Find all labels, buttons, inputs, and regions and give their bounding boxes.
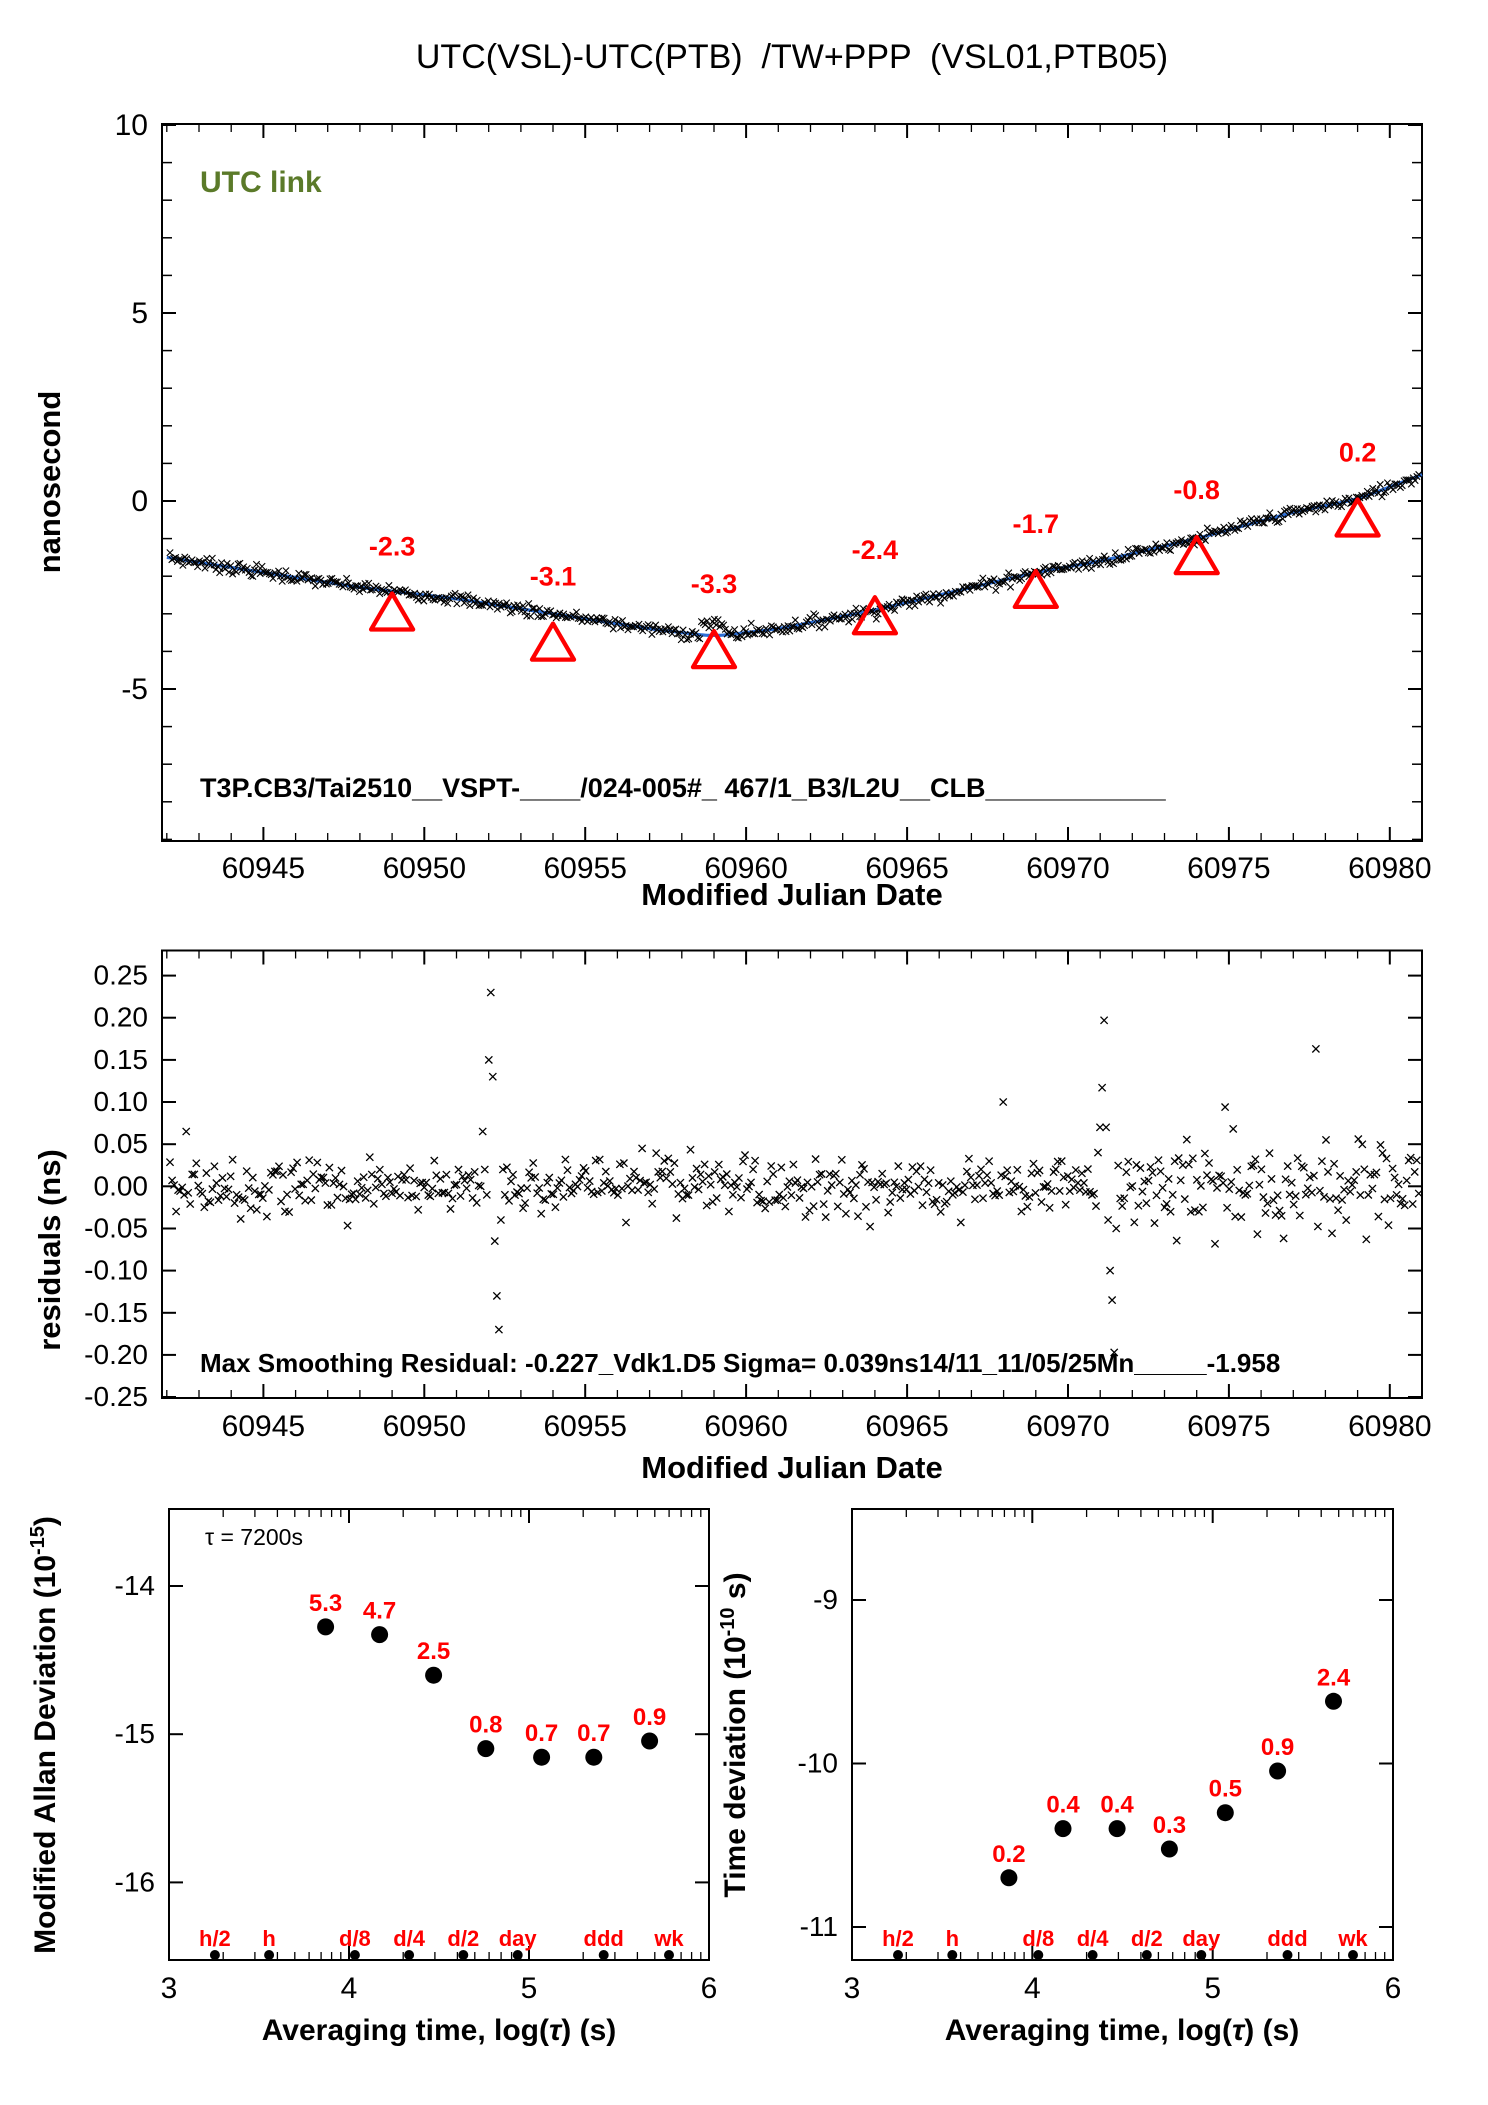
svg-text:Modified Allan Deviation (10-1: Modified Allan Deviation (10-15) (27, 1516, 62, 1954)
svg-text:ddd: ddd (1267, 1926, 1307, 1951)
svg-text:60955: 60955 (543, 1410, 626, 1443)
svg-text:4: 4 (1024, 1972, 1041, 2005)
svg-text:0.4: 0.4 (1100, 1792, 1134, 1819)
svg-text:60955: 60955 (543, 852, 626, 885)
svg-text:0.5: 0.5 (1209, 1776, 1242, 1803)
svg-text:0.2: 0.2 (1339, 438, 1377, 468)
svg-text:60980: 60980 (1348, 1410, 1431, 1443)
svg-text:3: 3 (161, 1972, 178, 2005)
svg-text:-0.8: -0.8 (1173, 475, 1220, 505)
svg-text:2.4: 2.4 (1317, 1664, 1351, 1691)
svg-text:4: 4 (341, 1972, 358, 2005)
svg-text:60970: 60970 (1026, 852, 1109, 885)
svg-text:d/2: d/2 (447, 1926, 479, 1951)
svg-text:0.05: 0.05 (94, 1128, 149, 1159)
svg-text:nanosecond: nanosecond (32, 391, 67, 574)
svg-text:-14: -14 (115, 1570, 155, 1601)
svg-text:Modified Julian Date: Modified Julian Date (641, 1450, 942, 1485)
svg-text:60950: 60950 (383, 1410, 466, 1443)
svg-text:60975: 60975 (1187, 852, 1270, 885)
svg-text:5: 5 (521, 1972, 538, 2005)
svg-text:5: 5 (131, 297, 148, 330)
svg-text:-3.1: -3.1 (530, 562, 577, 592)
svg-text:5: 5 (1204, 1972, 1221, 2005)
svg-text:2.5: 2.5 (417, 1638, 450, 1665)
svg-text:residuals (ns): residuals (ns) (32, 1149, 67, 1351)
svg-text:Averaging time, log(τ) (s): Averaging time, log(τ) (s) (945, 2014, 1300, 2047)
svg-text:d/2: d/2 (1131, 1926, 1163, 1951)
svg-text:d/4: d/4 (1077, 1926, 1110, 1951)
svg-text:-0.05: -0.05 (84, 1213, 148, 1244)
svg-text:60980: 60980 (1348, 852, 1431, 885)
svg-text:h/2: h/2 (882, 1926, 914, 1951)
svg-text:-0.15: -0.15 (84, 1297, 148, 1328)
svg-text:-16: -16 (115, 1866, 155, 1897)
svg-text:-0.25: -0.25 (84, 1381, 148, 1412)
svg-text:h: h (946, 1926, 959, 1951)
svg-text:UTC link: UTC link (200, 166, 322, 199)
svg-text:Averaging time, log(τ) (s): Averaging time, log(τ) (s) (262, 2014, 617, 2047)
svg-text:-0.10: -0.10 (84, 1255, 148, 1286)
svg-text:d/8: d/8 (1022, 1926, 1054, 1951)
svg-text:0: 0 (131, 485, 148, 518)
svg-text:-0.20: -0.20 (84, 1339, 148, 1370)
svg-text:0.00: 0.00 (94, 1170, 149, 1201)
svg-text:60960: 60960 (704, 852, 787, 885)
svg-text:h: h (262, 1926, 275, 1951)
svg-text:-2.4: -2.4 (852, 535, 899, 565)
svg-text:τ = 7200s: τ = 7200s (205, 1524, 303, 1550)
svg-text:60965: 60965 (865, 1410, 948, 1443)
svg-text:0.25: 0.25 (94, 960, 149, 991)
svg-text:ddd: ddd (584, 1926, 624, 1951)
svg-text:-9: -9 (813, 1584, 838, 1615)
svg-text:-10: -10 (798, 1748, 838, 1779)
svg-text:0.15: 0.15 (94, 1044, 149, 1075)
svg-text:10: 10 (115, 109, 148, 142)
svg-text:d/8: d/8 (339, 1926, 371, 1951)
svg-text:60950: 60950 (383, 852, 466, 885)
svg-text:0.3: 0.3 (1153, 1812, 1186, 1839)
svg-text:wk: wk (1337, 1926, 1368, 1951)
svg-text:3: 3 (844, 1972, 861, 2005)
svg-text:5.3: 5.3 (309, 1590, 342, 1617)
svg-text:Max Smoothing Residual: -0.227: Max Smoothing Residual: -0.227_Vdk1.D5 S… (200, 1348, 1280, 1378)
svg-text:0.4: 0.4 (1046, 1792, 1080, 1819)
svg-text:wk: wk (653, 1926, 684, 1951)
svg-text:-2.3: -2.3 (369, 532, 416, 562)
svg-text:60945: 60945 (222, 852, 305, 885)
svg-text:0.2: 0.2 (992, 1841, 1025, 1868)
svg-text:0.8: 0.8 (469, 1712, 502, 1739)
svg-text:day: day (499, 1926, 538, 1951)
svg-text:day: day (1182, 1926, 1221, 1951)
svg-text:60975: 60975 (1187, 1410, 1270, 1443)
svg-text:-15: -15 (115, 1718, 155, 1749)
svg-text:60970: 60970 (1026, 1410, 1109, 1443)
svg-text:-3.3: -3.3 (691, 569, 738, 599)
svg-text:T3P.CB3/Tai2510__VSPT-____/024: T3P.CB3/Tai2510__VSPT-____/024-005#_ 467… (200, 773, 1167, 803)
svg-text:4.7: 4.7 (363, 1598, 396, 1625)
svg-text:0.10: 0.10 (94, 1086, 149, 1117)
svg-text:UTC(VSL)-UTC(PTB) /TW+PPP (V: UTC(VSL)-UTC(PTB) /TW+PPP (VSL01,PTB05) (416, 38, 1168, 76)
svg-text:-11: -11 (800, 1911, 838, 1942)
svg-text:6: 6 (701, 1972, 718, 2005)
svg-text:0.9: 0.9 (1261, 1734, 1294, 1761)
svg-text:6: 6 (1385, 1972, 1402, 2005)
svg-text:0.9: 0.9 (633, 1704, 666, 1731)
svg-text:60965: 60965 (865, 852, 948, 885)
svg-text:0.20: 0.20 (94, 1002, 149, 1033)
svg-text:0.7: 0.7 (577, 1720, 610, 1747)
svg-text:d/4: d/4 (393, 1926, 426, 1951)
svg-text:-5: -5 (121, 673, 148, 706)
svg-text:0.7: 0.7 (525, 1720, 558, 1747)
svg-text:-1.7: -1.7 (1013, 509, 1060, 539)
svg-text:60960: 60960 (704, 1410, 787, 1443)
svg-text:60945: 60945 (222, 1410, 305, 1443)
svg-text:h/2: h/2 (199, 1926, 231, 1951)
